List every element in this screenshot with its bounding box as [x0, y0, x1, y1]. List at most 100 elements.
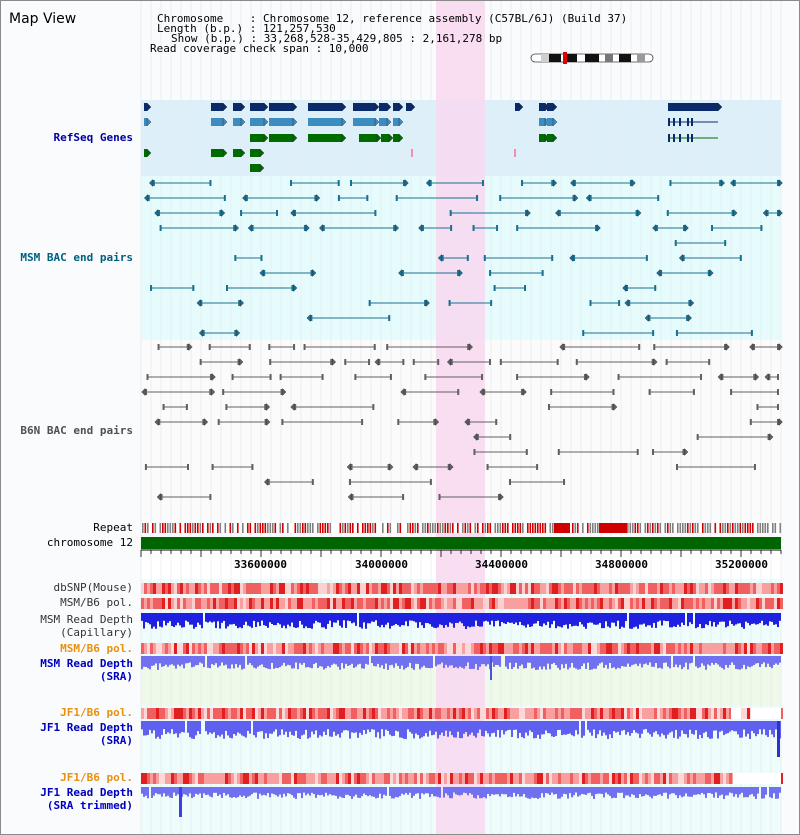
- track-label-msm-read-depth-capillary[interactable]: MSM Read Depth: [40, 613, 133, 626]
- gene-arrow: [239, 358, 244, 366]
- gene-arrow: [154, 209, 159, 217]
- gene-arrow: [412, 463, 417, 471]
- gene-exon: [308, 103, 342, 111]
- gene-exon: [668, 103, 718, 111]
- track-label-msm-bac[interactable]: MSM BAC end pairs: [20, 251, 133, 264]
- gene-arrow: [418, 224, 423, 232]
- gene-arrow: [376, 133, 382, 143]
- track-label-msm-read-depth-sra[interactable]: MSM Read Depth: [40, 657, 133, 670]
- gene-exon: [144, 118, 147, 126]
- gene-exon: [250, 103, 264, 111]
- gene-exon: [269, 134, 293, 142]
- gene-arrow: [198, 329, 203, 337]
- gene-arrow: [240, 148, 246, 158]
- gene-marker: [411, 149, 413, 157]
- chromosome-info: Chromosome : Chromosome 12, reference as…: [157, 12, 628, 25]
- gene-arrow: [386, 117, 392, 127]
- axis-tick-label: 35200000: [715, 558, 768, 571]
- gene-arrow: [156, 493, 161, 501]
- gene-arrow: [764, 373, 769, 381]
- gene-arrow: [468, 343, 473, 351]
- gene-exon: [379, 118, 387, 126]
- gene-arrow: [725, 343, 730, 351]
- gene-arrow: [247, 224, 252, 232]
- track-label-jf1-b6-pol-trimmed[interactable]: JF1/B6 pol.: [60, 771, 133, 784]
- gene-exon: [308, 134, 342, 142]
- repeat-track: [141, 523, 782, 533]
- track-label-jf1-read-depth[interactable]: JF1 Read Depth: [40, 721, 133, 734]
- gene-arrow: [141, 388, 146, 396]
- read-depth-tracks: [141, 613, 781, 817]
- gene-arrow: [624, 299, 629, 307]
- chromosome-ideogram[interactable]: [530, 52, 654, 64]
- gene-arrow: [154, 418, 159, 426]
- gene-arrow: [446, 358, 451, 366]
- gene-exon: [379, 103, 387, 111]
- gene-arrow: [204, 418, 209, 426]
- gene-arrow: [222, 117, 228, 127]
- gene-arrow: [555, 209, 560, 217]
- gene-exon: [233, 118, 241, 126]
- axis-tick-label: 34800000: [595, 558, 648, 571]
- length-info: Length (b.p.) : 121,257,530: [157, 22, 336, 35]
- gene-arrow: [653, 358, 658, 366]
- gene-arrow: [553, 179, 558, 187]
- gene-arrow: [395, 224, 399, 232]
- gene-arrow: [449, 463, 454, 471]
- gene-arrow: [264, 478, 268, 486]
- gene-arrow: [374, 358, 379, 366]
- gene-exon: [359, 134, 377, 142]
- gene-arrow: [559, 343, 564, 351]
- gene-exon: [233, 103, 241, 111]
- gene-arrow: [684, 224, 689, 232]
- gene-exon: [393, 118, 399, 126]
- gene-arrow: [222, 102, 228, 112]
- gene-exon: [211, 118, 223, 126]
- gene-exon: [308, 118, 342, 126]
- gene-arrow: [398, 269, 403, 277]
- track-label-msm-b6-pol-sra[interactable]: MSM/B6 pol.: [60, 642, 133, 655]
- gene-exon: [515, 103, 519, 111]
- gene-arrow: [678, 254, 683, 262]
- gene-arrow: [236, 329, 241, 337]
- gene-arrow: [221, 209, 226, 217]
- gene-arrow: [464, 418, 469, 426]
- track-label-chromosome[interactable]: chromosome 12: [46, 536, 133, 549]
- gene-arrow: [687, 314, 692, 322]
- track-label-jf1-read-depth-trimmed[interactable]: JF1 Read Depth: [40, 786, 133, 799]
- track-label-msm-b6-pol[interactable]: MSM/B6 pol.: [60, 596, 133, 609]
- gene-arrow: [778, 343, 783, 351]
- gene-arrow: [292, 133, 298, 143]
- gene-exon: [679, 118, 681, 126]
- gene-arrow: [585, 373, 590, 381]
- gene-arrow: [222, 148, 228, 158]
- track-label-repeat[interactable]: Repeat: [93, 521, 133, 534]
- track-label-b6n-bac[interactable]: B6N BAC end pairs: [20, 424, 133, 437]
- gene-exon: [539, 134, 545, 142]
- b6n-bac-end-pairs-track: [141, 343, 783, 501]
- gene-arrow: [652, 224, 657, 232]
- gene-arrow: [755, 373, 760, 381]
- gene-arrow: [717, 102, 723, 112]
- track-label-dbsnp[interactable]: dbSNP(Mouse): [53, 581, 133, 594]
- gene-exon: [393, 103, 399, 111]
- track-label-refseq[interactable]: RefSeq Genes: [53, 131, 133, 144]
- gene-exon: [269, 103, 293, 111]
- chromosome-bar: [141, 537, 781, 549]
- gene-arrow: [282, 388, 287, 396]
- gene-arrow: [574, 194, 579, 202]
- gene-arrow: [386, 102, 392, 112]
- gene-arrow: [778, 209, 783, 217]
- gene-arrow: [389, 463, 394, 471]
- gene-exon: [144, 103, 147, 111]
- gene-arrow: [259, 163, 265, 173]
- track-label-jf1-b6-pol[interactable]: JF1/B6 pol.: [60, 706, 133, 719]
- coverage-span-info: Read coverage check span : 10,000: [150, 42, 369, 55]
- polymorphism-heat-tracks: [141, 583, 783, 784]
- gene-arrow: [762, 209, 767, 217]
- gene-arrow: [240, 299, 244, 307]
- gene-arrow: [341, 117, 347, 127]
- gene-arrow: [526, 209, 531, 217]
- gene-arrow: [552, 117, 558, 127]
- gene-arrow: [637, 209, 642, 217]
